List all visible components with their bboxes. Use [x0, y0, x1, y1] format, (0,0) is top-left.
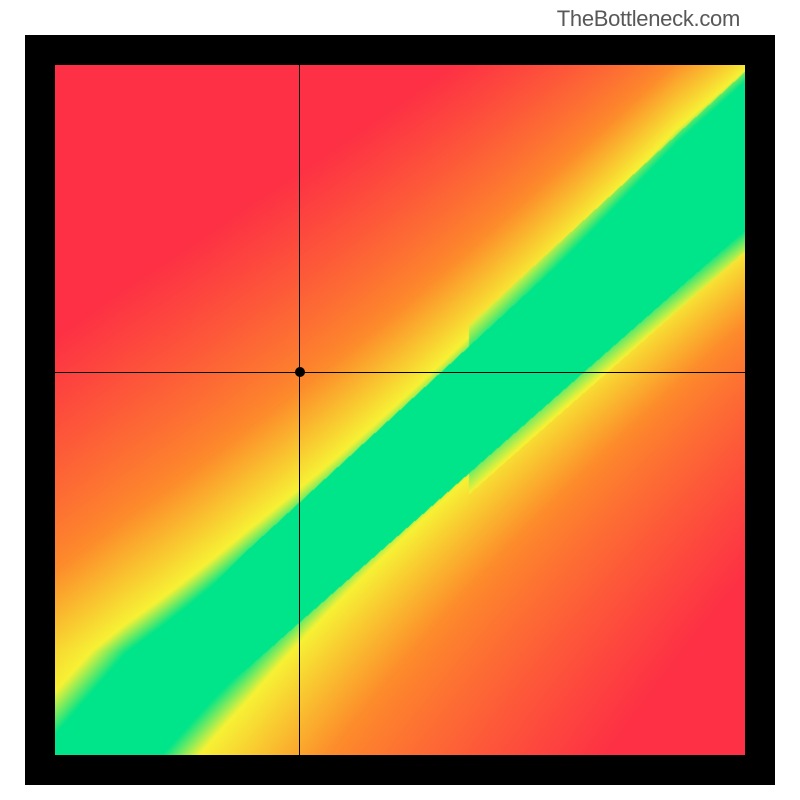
outer-black-frame	[25, 35, 775, 785]
heatmap-plot	[55, 65, 745, 755]
chart-container: TheBottleneck.com	[0, 0, 800, 800]
heatmap-canvas	[55, 65, 745, 755]
watermark-text: TheBottleneck.com	[557, 6, 740, 32]
